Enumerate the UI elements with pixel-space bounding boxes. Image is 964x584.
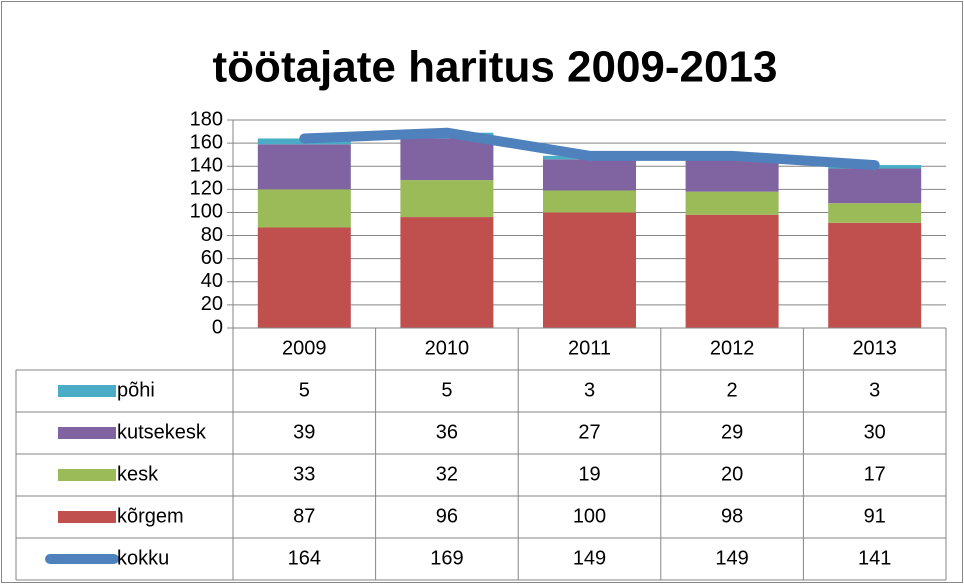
bar-segment bbox=[257, 227, 351, 328]
legend-label: kutsekesk bbox=[117, 421, 207, 443]
table-value: 39 bbox=[293, 421, 315, 443]
y-tick-label: 40 bbox=[201, 270, 223, 292]
bar-segment bbox=[828, 222, 922, 328]
bar-segment bbox=[257, 144, 351, 190]
table-value: 19 bbox=[578, 463, 600, 485]
x-tick-label: 2013 bbox=[852, 337, 897, 359]
table-value: 29 bbox=[721, 421, 743, 443]
table-value: 87 bbox=[293, 505, 315, 527]
table-value: 17 bbox=[864, 463, 886, 485]
bar-segment bbox=[685, 191, 779, 215]
table-value: 141 bbox=[858, 547, 891, 569]
x-tick-label: 2011 bbox=[568, 337, 611, 359]
bar-segment bbox=[543, 190, 636, 213]
legend-label: kesk bbox=[117, 463, 159, 485]
legend-key bbox=[58, 385, 116, 397]
y-tick-label: 140 bbox=[190, 155, 223, 177]
bar-segment bbox=[257, 189, 351, 228]
table-value: 98 bbox=[721, 505, 743, 527]
bar-segment bbox=[400, 180, 494, 218]
bar-segment bbox=[685, 214, 779, 328]
x-tick-label: 2009 bbox=[282, 337, 327, 359]
line-series bbox=[299, 127, 880, 171]
table-value: 91 bbox=[864, 505, 886, 527]
table-value: 169 bbox=[430, 547, 463, 569]
y-tick-label: 80 bbox=[201, 224, 223, 246]
legend-label: põhi bbox=[117, 379, 155, 401]
table-value: 5 bbox=[299, 379, 310, 401]
table-value: 27 bbox=[578, 421, 600, 443]
y-tick-label: 60 bbox=[201, 247, 223, 269]
y-tick-label: 160 bbox=[190, 131, 223, 153]
bar-segment bbox=[543, 159, 636, 191]
table-value: 2 bbox=[727, 379, 738, 401]
legend-key bbox=[58, 511, 116, 523]
legend-key bbox=[58, 469, 116, 481]
bar-segment bbox=[543, 212, 636, 328]
table-value: 96 bbox=[436, 505, 458, 527]
x-tick-label: 2012 bbox=[710, 337, 755, 359]
y-tick-label: 180 bbox=[190, 108, 223, 130]
y-tick-label: 100 bbox=[190, 201, 223, 223]
table-value: 149 bbox=[573, 547, 606, 569]
bar-segment bbox=[400, 217, 494, 328]
table-value: 3 bbox=[584, 379, 595, 401]
bar-segment bbox=[828, 203, 922, 223]
bar-segment bbox=[685, 158, 779, 192]
y-tick-label: 20 bbox=[201, 293, 223, 315]
chart-title: töötajate haritus 2009-2013 bbox=[213, 43, 778, 92]
table-value: 5 bbox=[441, 379, 452, 401]
table-value: 164 bbox=[288, 547, 321, 569]
legend-label: kokku bbox=[117, 547, 169, 569]
table-value: 30 bbox=[864, 421, 886, 443]
table-value: 36 bbox=[436, 421, 458, 443]
table-value: 100 bbox=[573, 505, 606, 527]
table-value: 20 bbox=[721, 463, 743, 485]
y-tick-label: 120 bbox=[190, 178, 223, 200]
bar-segment bbox=[400, 138, 494, 181]
table-value: 3 bbox=[869, 379, 880, 401]
y-tick-label: 0 bbox=[212, 316, 223, 338]
x-tick-label: 2010 bbox=[425, 337, 470, 359]
legend-key bbox=[58, 427, 116, 439]
table-value: 33 bbox=[293, 463, 315, 485]
table-value: 32 bbox=[436, 463, 458, 485]
legend-label: kõrgem bbox=[117, 505, 184, 527]
bar-segment bbox=[828, 168, 922, 204]
table-value: 149 bbox=[715, 547, 748, 569]
